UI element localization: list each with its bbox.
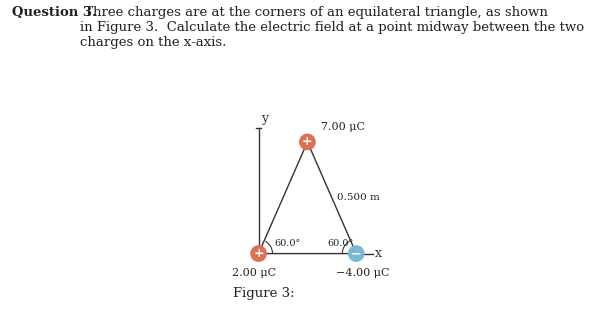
Text: 0.500 m: 0.500 m xyxy=(338,193,380,202)
Text: x: x xyxy=(375,247,381,260)
Text: y: y xyxy=(262,112,268,125)
Circle shape xyxy=(251,246,266,261)
Text: 60.0°: 60.0° xyxy=(327,239,353,248)
Text: Question 3.: Question 3. xyxy=(12,6,97,19)
Text: 7.00 μC: 7.00 μC xyxy=(321,122,365,132)
Text: 60.0°: 60.0° xyxy=(274,239,300,248)
Text: +: + xyxy=(253,247,264,260)
Text: Three charges are at the corners of an equilateral triangle, as shown
in Figure : Three charges are at the corners of an e… xyxy=(80,6,584,49)
Text: −: − xyxy=(351,247,362,260)
Text: 2.00 μC: 2.00 μC xyxy=(232,268,276,277)
Text: −4.00 μC: −4.00 μC xyxy=(336,268,390,277)
Text: Figure 3:: Figure 3: xyxy=(233,287,295,300)
Circle shape xyxy=(300,134,315,150)
Text: +: + xyxy=(302,135,313,148)
Circle shape xyxy=(349,246,364,261)
